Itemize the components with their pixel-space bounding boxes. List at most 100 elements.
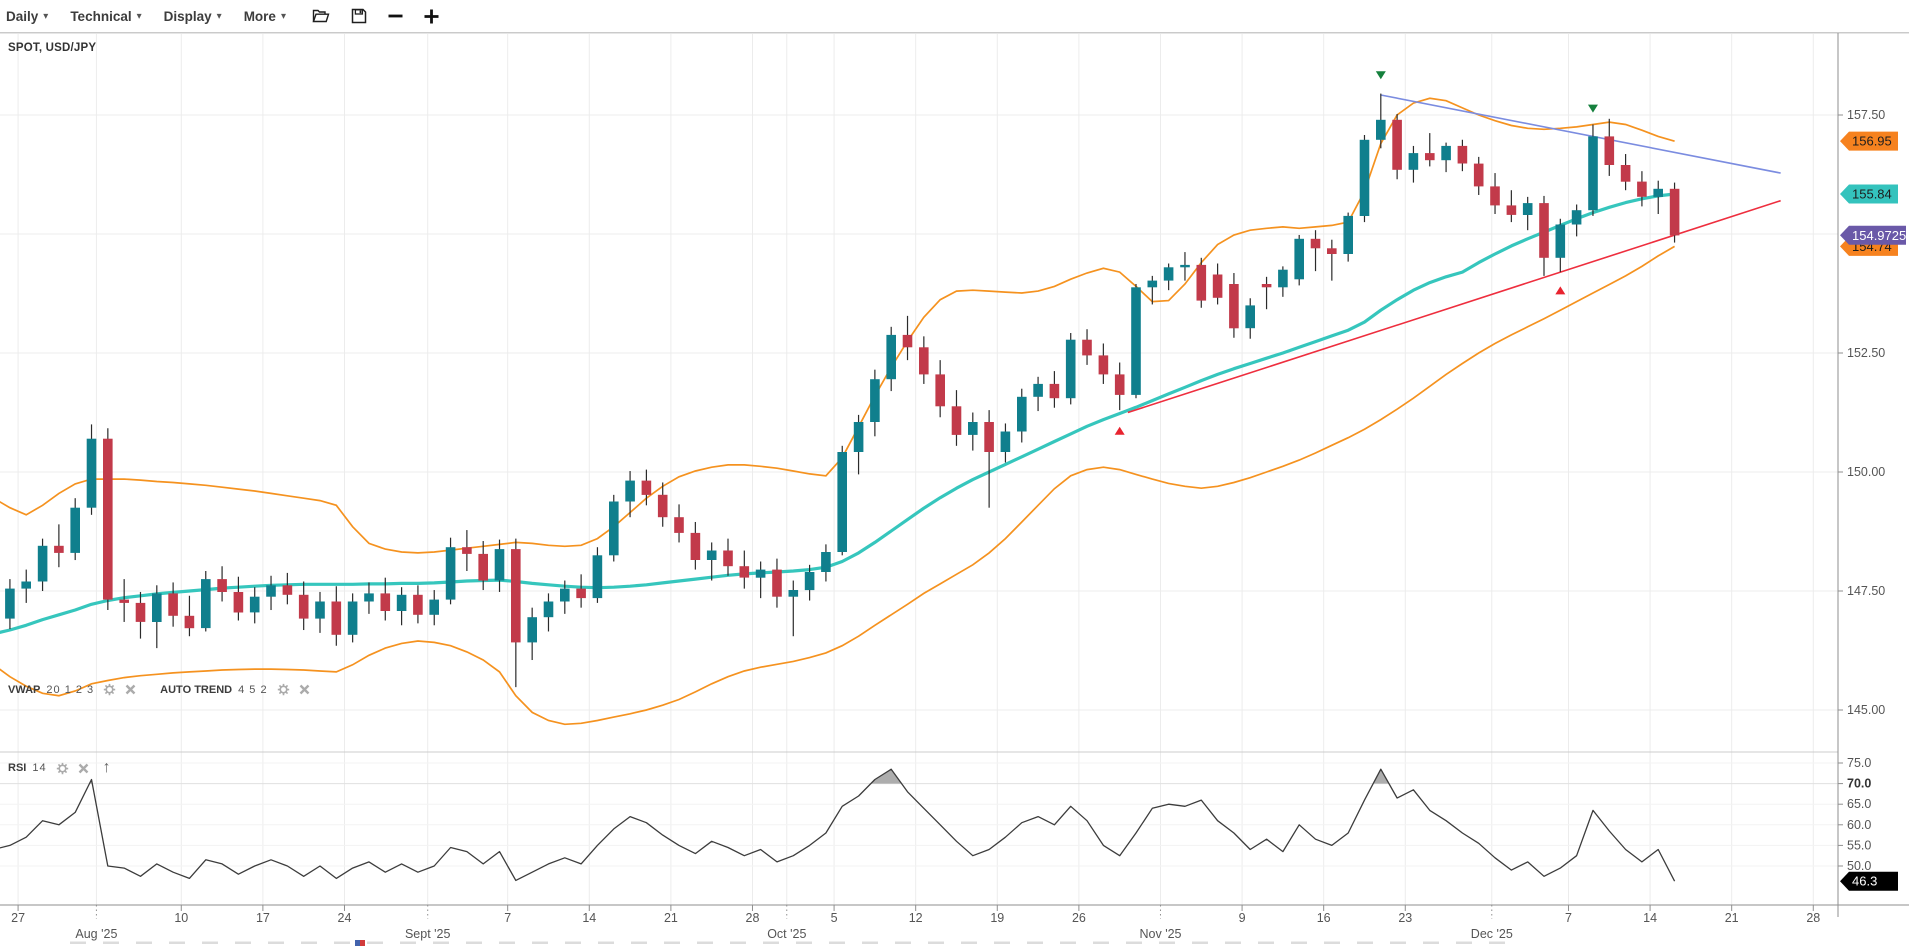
zoom-in-icon <box>424 9 439 24</box>
price-axis[interactable]: 157.50 152.50 150.00 147.50 145.00 <box>1838 108 1885 717</box>
lower-band-line <box>0 245 1676 726</box>
date-label: 12 <box>909 911 923 925</box>
upper-band-line <box>0 97 1675 554</box>
date-label: 10 <box>174 911 188 925</box>
rsi-label: RSI <box>8 762 27 774</box>
date-label: 21 <box>1725 911 1739 925</box>
open-chart-button[interactable] <box>308 6 334 26</box>
menu-daily[interactable]: Daily ▾ <box>6 9 48 24</box>
price-axis-label: 145.00 <box>1847 703 1885 717</box>
svg-text:155.84: 155.84 <box>1852 187 1892 202</box>
zoom-out-icon <box>388 9 403 23</box>
pane-borders <box>0 32 1909 917</box>
date-label: 16 <box>1317 911 1331 925</box>
price-badge: 154.9725 <box>1840 225 1906 245</box>
date-label: 27 <box>11 911 25 925</box>
auto-trend-params: 4 5 2 <box>238 683 268 696</box>
date-label: 14 <box>582 911 596 925</box>
menu-technical-label: Technical <box>70 8 132 24</box>
pivot-markers <box>1114 71 1598 435</box>
rsi-overbought-fill <box>89 769 1389 784</box>
price-badge: 46.3 <box>1840 871 1898 891</box>
rsi-axis-label: 50.0 <box>1847 859 1871 873</box>
pivot-high-marker <box>1375 71 1386 80</box>
overlay-indicator-legend: VWAP 20 1 2 3 AUTO TREND 4 5 2 <box>8 683 310 696</box>
menu-display[interactable]: Display ▾ <box>164 9 222 24</box>
vwap-params: 20 1 2 3 <box>46 683 95 696</box>
zoom-out-button[interactable] <box>384 7 407 25</box>
price-gridlines <box>0 114 1838 711</box>
month-label: Sept '25 <box>405 927 451 941</box>
pivot-low-marker <box>1114 426 1125 435</box>
vertical-gridlines <box>17 34 1814 905</box>
clipped-bottom-row <box>70 940 1505 946</box>
candlestick-layer[interactable] <box>0 93 1680 688</box>
rsi-axis[interactable]: 75.0 70.0 65.0 60.0 55.0 50.0 <box>1838 756 1871 873</box>
date-label: 28 <box>1806 911 1820 925</box>
date-label: 26 <box>1072 911 1086 925</box>
vwap-settings-icon[interactable] <box>103 683 116 696</box>
svg-text:154.9725: 154.9725 <box>1852 228 1906 243</box>
save-icon <box>351 8 367 24</box>
symbol-label: SPOT, USD/JPY <box>8 42 97 54</box>
vwap-label: VWAP <box>8 683 41 696</box>
open-folder-icon <box>312 8 330 24</box>
menu-daily-label: Daily <box>6 8 39 24</box>
month-label: Oct '25 <box>767 927 806 941</box>
vwap-remove-icon[interactable] <box>125 684 136 695</box>
rsi-remove-icon[interactable] <box>78 763 89 774</box>
price-axis-label: 157.50 <box>1847 108 1885 122</box>
chevron-down-icon: ▾ <box>280 11 286 22</box>
date-label: 28 <box>746 911 760 925</box>
vwap-line <box>0 192 1675 634</box>
rsi-move-up-icon[interactable]: ↑ <box>102 759 111 776</box>
pivot-high-marker <box>1587 104 1598 113</box>
chevron-down-icon: ▾ <box>216 11 222 22</box>
svg-text:156.95: 156.95 <box>1852 134 1892 149</box>
date-label: 17 <box>256 911 270 925</box>
trendline-resistance[interactable] <box>1380 94 1781 174</box>
date-label: 23 <box>1398 911 1412 925</box>
rsi-params: 14 <box>32 762 47 774</box>
save-chart-button[interactable] <box>347 6 371 26</box>
month-label: Aug '25 <box>75 927 117 941</box>
rsi-axis-label: 55.0 <box>1847 838 1871 852</box>
price-axis-label: 152.50 <box>1847 346 1885 360</box>
price-axis-label: 150.00 <box>1847 465 1885 479</box>
rsi-axis-label: 65.0 <box>1847 797 1871 811</box>
svg-text:46.3: 46.3 <box>1852 874 1877 889</box>
rsi-settings-icon[interactable] <box>56 762 69 775</box>
month-label: Dec '25 <box>1471 927 1513 941</box>
price-axis-label: 147.50 <box>1847 584 1885 598</box>
chevron-down-icon: ▾ <box>136 11 142 22</box>
rsi-axis-label: 75.0 <box>1847 756 1871 770</box>
rsi-gridlines <box>0 762 1838 867</box>
pivot-low-marker <box>1555 286 1566 295</box>
menu-display-label: Display <box>163 8 212 24</box>
auto-trend-remove-icon[interactable] <box>299 684 310 695</box>
date-label: 5 <box>831 911 838 925</box>
date-label: 7 <box>504 911 511 925</box>
date-axis[interactable]: 27 Aug '25 10 17 24 Sept '25 7 14 21 28 Oct '25 5 12… <box>11 905 1820 941</box>
menu-technical[interactable]: Technical ▾ <box>70 9 141 24</box>
month-label: Nov '25 <box>1140 927 1182 941</box>
menu-more[interactable]: More ▾ <box>244 9 286 24</box>
date-label: 19 <box>990 911 1004 925</box>
trendline-support[interactable] <box>1127 199 1781 414</box>
rsi-legend: RSI 14 ↑ <box>8 760 111 776</box>
date-label: 24 <box>338 911 352 925</box>
date-label: 7 <box>1565 911 1572 925</box>
rsi-line <box>0 768 1676 882</box>
zoom-in-button[interactable] <box>420 7 443 26</box>
menu-more-label: More <box>243 8 276 24</box>
auto-trend-settings-icon[interactable] <box>277 683 290 696</box>
price-badge: 156.95 <box>1840 131 1898 151</box>
chevron-down-icon: ▾ <box>43 11 49 22</box>
price-badge: 155.84 <box>1840 184 1898 204</box>
auto-trend-label: AUTO TREND <box>160 683 233 696</box>
rsi-axis-label: 70.0 <box>1847 777 1871 791</box>
date-label: 21 <box>664 911 678 925</box>
rsi-axis-label: 60.0 <box>1847 818 1871 832</box>
